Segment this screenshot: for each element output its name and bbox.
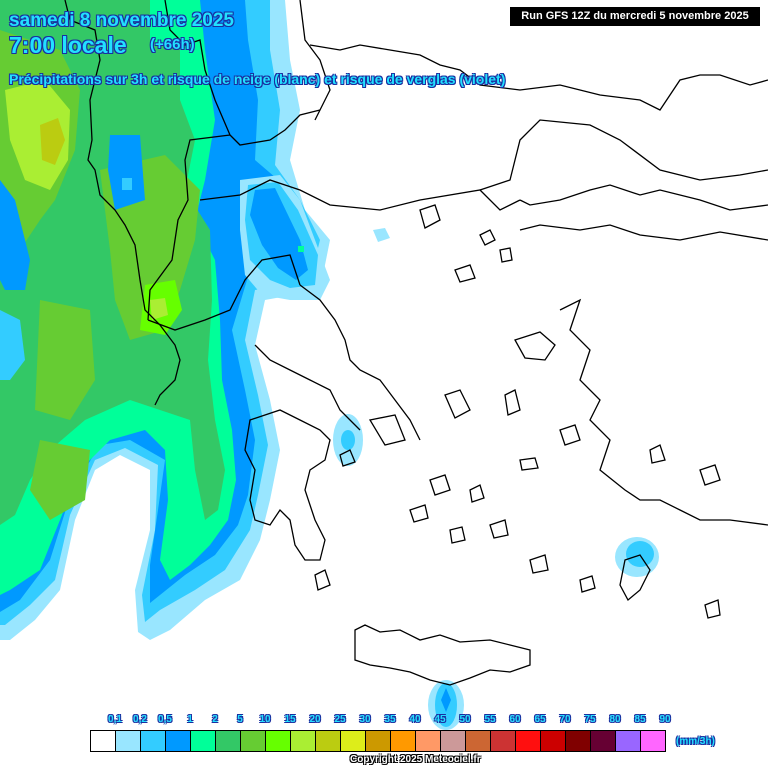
legend-tick-label: 50 [459,714,471,725]
legend-swatch [641,731,665,751]
legend-tick-label: 90 [659,714,671,725]
forecast-date: samedi 8 novembre 2025 [9,10,234,31]
legend-tick-label: 65 [534,714,546,725]
legend-tick-label: 30 [359,714,371,725]
legend-swatch [566,731,591,751]
precip-field [0,0,659,730]
legend-tick-label: 0,5 [158,714,172,725]
legend-swatch [441,731,466,751]
legend-tick-label: 20 [309,714,321,725]
coastlines [64,0,768,686]
legend-swatch [291,731,316,751]
legend-tick-label: 0,2 [133,714,147,725]
copyright-label: Copyright 2025 Meteociel.fr [350,754,481,765]
legend-tick-label: 85 [634,714,646,725]
legend-swatch [541,731,566,751]
legend-swatch [91,731,116,751]
legend-tick-label: 0,1 [108,714,122,725]
legend-tick-label: 35 [384,714,396,725]
legend-swatch [116,731,141,751]
legend-swatch [241,731,266,751]
legend-swatch [616,731,641,751]
legend-swatch [341,731,366,751]
legend-swatch [166,731,191,751]
legend-tick-label: 5 [237,714,243,725]
legend-swatch [416,731,441,751]
model-run-label: Run GFS 12Z du mercredi 5 novembre 2025 [510,7,760,26]
legend-tick-label: 1 [187,714,193,725]
legend-swatch [366,731,391,751]
legend-swatch [591,731,616,751]
map-subtitle: Précipitations sur 3h et risque de neige… [9,71,506,87]
legend-swatch [216,731,241,751]
legend-swatch [391,731,416,751]
forecast-offset: (+66h) [150,36,195,53]
legend-tick-label: 60 [509,714,521,725]
legend-swatch [141,731,166,751]
legend-unit: (mm/3h) [676,736,715,747]
legend-tick-label: 55 [484,714,496,725]
legend-tick-label: 45 [434,714,446,725]
legend-swatch [466,731,491,751]
legend-tick-label: 80 [609,714,621,725]
legend-tick-label: 70 [559,714,571,725]
legend-tick-label: 25 [334,714,346,725]
legend-tick-label: 40 [409,714,421,725]
legend-tick-label: 15 [284,714,296,725]
forecast-time: 7:00 locale [9,32,127,58]
legend-swatch [491,731,516,751]
legend-swatch [316,731,341,751]
legend-tick-label: 10 [259,714,271,725]
legend-swatch [516,731,541,751]
legend-swatch [266,731,291,751]
legend-tick-label: 75 [584,714,596,725]
color-legend [90,730,666,752]
legend-swatch [191,731,216,751]
legend-tick-labels: 0,1 0,2 0,5 1 2 5 10 15 20 25 30 35 40 45 50 55 60 65 70 75… [90,714,690,728]
legend-tick-label: 2 [212,714,218,725]
